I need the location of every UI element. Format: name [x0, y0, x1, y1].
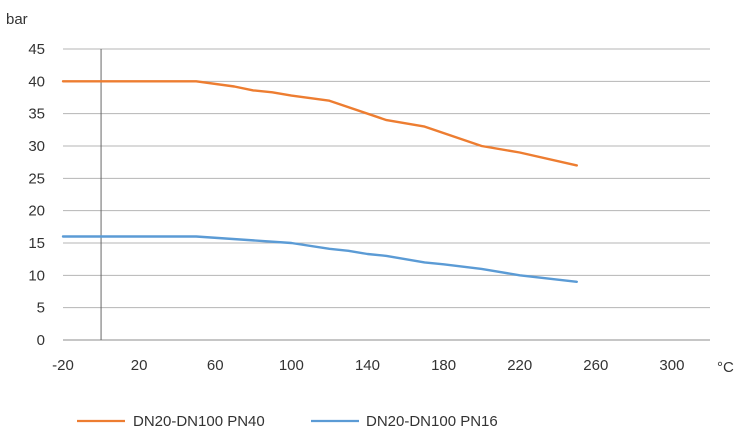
y-tick-label: 25 — [28, 170, 45, 187]
x-tick-label: 300 — [659, 357, 684, 374]
y-tick-label: 10 — [28, 267, 45, 284]
y-tick-label: 20 — [28, 203, 45, 220]
tick-labels: 0 5 10 15 20 25 30 35 40 45 -20 20 60 100 140 180 220 260… — [28, 41, 684, 374]
x-tick-label: 220 — [507, 357, 532, 374]
y-tick-label: 30 — [28, 138, 45, 155]
x-tick-label: 100 — [279, 357, 304, 374]
y-tick-label: 15 — [28, 235, 45, 252]
series-line-0 — [61, 80, 578, 167]
x-tick-label: 180 — [431, 357, 456, 374]
series-line-1 — [61, 235, 578, 283]
x-tick-label: -20 — [52, 357, 74, 374]
series-layer — [61, 80, 578, 283]
legend-label-pn16: DN20-DN100 PN16 — [366, 413, 498, 430]
y-tick-label: 35 — [28, 106, 45, 123]
x-axis-unit-label: °C — [717, 359, 734, 376]
gridlines — [63, 48, 710, 341]
x-tick-label: 20 — [131, 357, 148, 374]
x-tick-label: 140 — [355, 357, 380, 374]
x-tick-label: 60 — [207, 357, 224, 374]
legend: DN20-DN100 PN40 DN20-DN100 PN16 — [77, 413, 498, 430]
y-tick-label: 45 — [28, 41, 45, 58]
x-tick-label: 260 — [583, 357, 608, 374]
y-tick-label: 0 — [37, 332, 45, 349]
y-tick-label: 5 — [37, 300, 45, 317]
y-axis-unit-label: bar — [6, 11, 28, 28]
y-tick-label: 40 — [28, 73, 45, 90]
legend-label-pn40: DN20-DN100 PN40 — [133, 413, 265, 430]
